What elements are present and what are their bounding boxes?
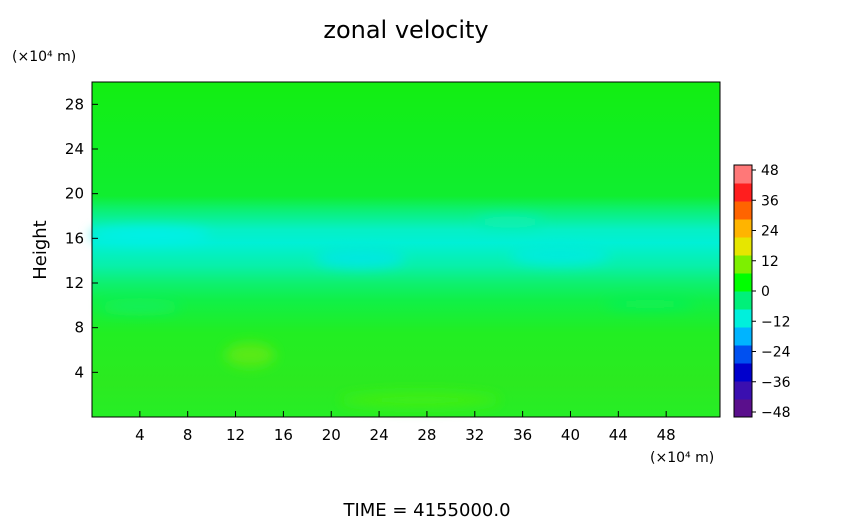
colorbar-swatch	[734, 291, 752, 310]
x-tick-label: 8	[183, 426, 193, 444]
plot-area	[90, 81, 721, 418]
colorbar-tick-label: −12	[761, 314, 791, 330]
time-footer: TIME = 4155000.0	[342, 500, 510, 519]
field-blob	[315, 248, 405, 268]
colorbar-swatch	[734, 201, 752, 220]
x-tick-label: 40	[561, 426, 580, 444]
x-tick-label: 48	[657, 426, 676, 444]
colorbar-tick-label: −36	[761, 375, 791, 391]
y-tick-label: 8	[74, 319, 84, 337]
field-blob	[605, 299, 695, 309]
y-tick-label: 24	[65, 140, 84, 158]
colorbar-tick-label: 0	[761, 284, 770, 300]
colorbar-swatch	[734, 327, 752, 346]
x-tick-label: 36	[513, 426, 532, 444]
colorbar: 48 36 24 12 0 −12 −24 −36 −48	[733, 163, 791, 421]
x-axis-ticks: 4 8 12 16 20 24 28 32 36 40 44 48	[135, 411, 676, 444]
velocity-field	[92, 82, 720, 417]
chart-title: zonal velocity	[323, 16, 488, 44]
x-tick-label: 28	[417, 426, 436, 444]
field-blob	[90, 227, 210, 243]
y-tick-label: 16	[65, 229, 84, 247]
y-tick-label: 12	[65, 274, 84, 292]
colorbar-tick-label: −24	[761, 345, 791, 361]
colorbar-swatch	[734, 399, 752, 418]
colorbar-tick-label: 12	[761, 254, 779, 270]
colorbar-swatch	[734, 255, 752, 274]
field-blob	[225, 343, 275, 367]
field-texture	[90, 216, 695, 408]
field-blob	[475, 216, 545, 228]
x-tick-label: 20	[322, 426, 341, 444]
x-tick-label: 16	[274, 426, 293, 444]
x-tick-label: 32	[465, 426, 484, 444]
field-blob	[100, 302, 180, 312]
colorbar-swatch	[734, 363, 752, 382]
field-blob	[510, 245, 610, 265]
colorbar-swatch	[734, 183, 752, 202]
colorbar-swatch	[734, 273, 752, 292]
y-tick-label: 4	[74, 363, 84, 381]
colorbar-swatch	[734, 237, 752, 256]
x-tick-label: 4	[135, 426, 145, 444]
plot-frame	[91, 81, 721, 418]
y-axis-unit: (×10⁴ m)	[12, 49, 76, 65]
colorbar-swatch	[734, 219, 752, 238]
colorbar-swatch	[734, 309, 752, 328]
x-tick-label: 44	[609, 426, 628, 444]
x-tick-label: 24	[370, 426, 389, 444]
colorbar-swatch	[734, 381, 752, 400]
colorbar-tick-label: 48	[761, 163, 779, 179]
x-tick-label: 12	[226, 426, 245, 444]
colorbar-swatch	[734, 345, 752, 364]
colorbar-swatch	[734, 165, 752, 184]
x-axis-unit: (×10⁴ m)	[650, 450, 714, 466]
field-blob	[340, 392, 500, 408]
colorbar-tick-label: −48	[761, 405, 791, 421]
y-axis-ticks: 4 8 12 16 20 24 28	[65, 95, 98, 381]
y-tick-label: 28	[65, 95, 84, 113]
y-axis-label: Height	[30, 220, 51, 280]
colorbar-tick-label: 24	[761, 224, 779, 240]
colorbar-tick-label: 36	[761, 193, 779, 209]
y-tick-label: 20	[65, 185, 84, 203]
